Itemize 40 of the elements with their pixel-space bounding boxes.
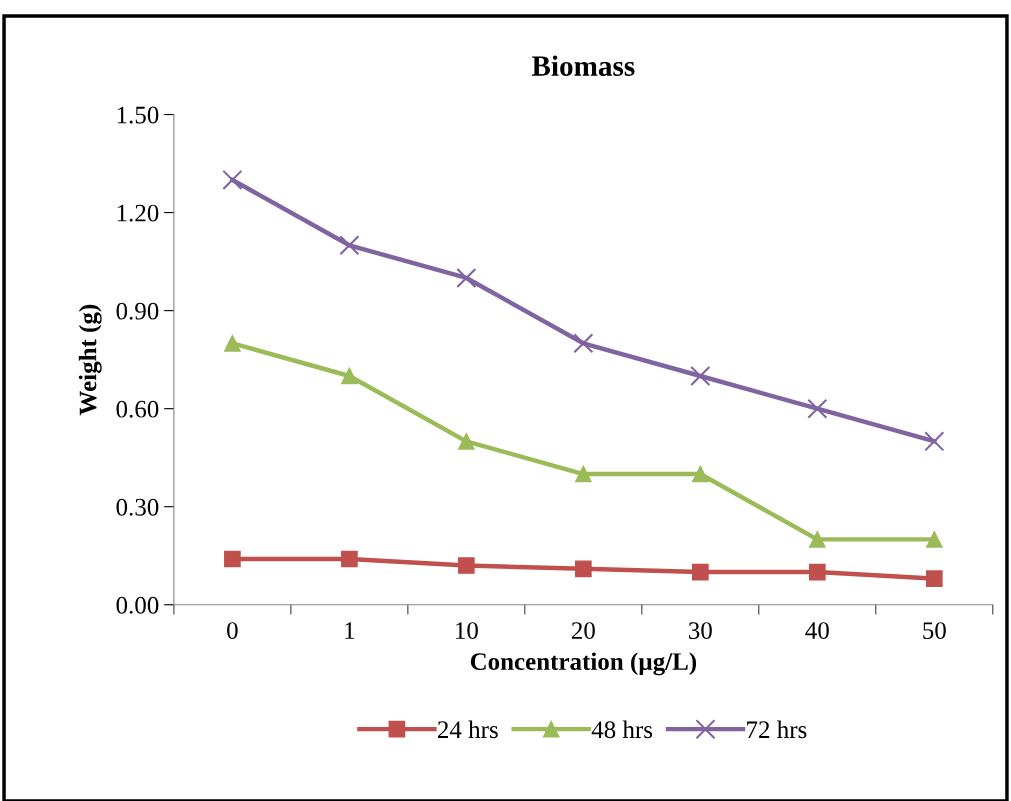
point: [224, 334, 241, 352]
point: [339, 235, 360, 256]
point: [222, 169, 243, 190]
x-tick-label: 1: [345, 622, 355, 639]
point: [692, 563, 709, 581]
y-tick-label: 0.00: [116, 596, 159, 614]
point: [690, 365, 711, 387]
point: [575, 560, 592, 578]
y-tick-label: 0.60: [116, 400, 159, 418]
point: [224, 550, 241, 568]
point: [925, 531, 943, 548]
point: [458, 433, 475, 450]
point: [458, 557, 475, 574]
point: [575, 465, 592, 483]
x-tick-label: 0: [227, 622, 238, 640]
x-tick-label: 20: [571, 622, 595, 640]
chart-title: Biomass: [531, 55, 635, 76]
x-axis-title: Concentration (µg/L): [470, 652, 697, 676]
point: [925, 570, 943, 587]
x-tick-label: 40: [805, 622, 829, 640]
point: [341, 367, 358, 385]
x-tick-label: 10: [456, 622, 478, 640]
point: [924, 431, 945, 452]
point: [692, 465, 709, 483]
y-axis-title: Weight (g): [78, 304, 102, 416]
y-tick-label: 0.90: [116, 302, 159, 320]
point: [573, 333, 594, 354]
point: [808, 563, 826, 581]
legend-label: 72 hrs: [747, 720, 807, 739]
point: [456, 267, 477, 289]
x-tick-label: 50: [923, 622, 946, 640]
y-tick-label: 1.20: [117, 204, 159, 222]
point: [807, 398, 828, 419]
legend-label: 48 hrs: [591, 720, 653, 739]
y-tick-label: 1.50: [117, 106, 159, 124]
x-tick-label: 30: [689, 622, 712, 640]
point: [808, 531, 826, 548]
point: [341, 550, 358, 568]
y-tick-label: 0.30: [116, 498, 159, 516]
legend-label: 24 hrs: [437, 720, 498, 739]
